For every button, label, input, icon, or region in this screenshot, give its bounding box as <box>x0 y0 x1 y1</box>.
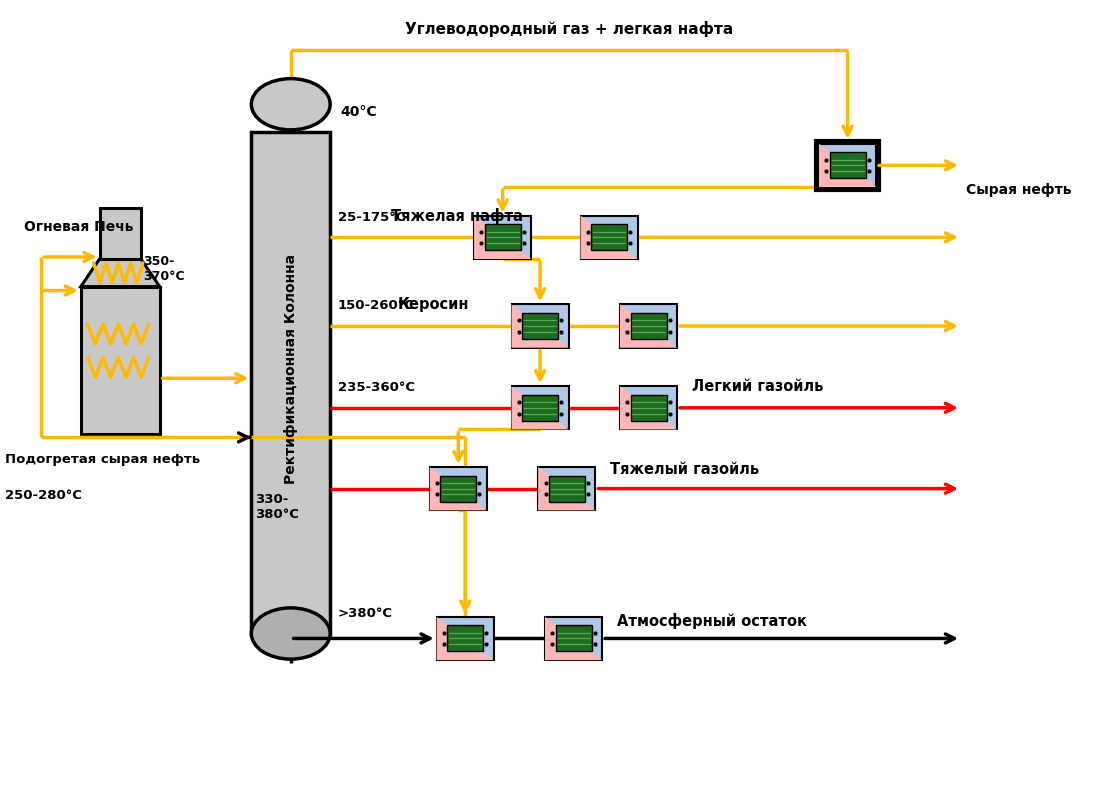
Bar <box>81 287 160 434</box>
Polygon shape <box>538 467 596 510</box>
Bar <box>591 224 627 250</box>
Text: Огневая Печь: Огневая Печь <box>24 220 133 234</box>
Polygon shape <box>819 144 877 187</box>
Text: 250-280°C: 250-280°C <box>5 489 82 502</box>
Polygon shape <box>620 304 677 348</box>
Text: Керосин: Керосин <box>397 297 469 312</box>
Text: Атмосферный остаток: Атмосферный остаток <box>616 612 807 629</box>
Text: Ректификационная Колонна: Ректификационная Колонна <box>284 254 297 484</box>
Text: 25-175°C: 25-175°C <box>338 211 406 224</box>
Bar <box>620 304 677 348</box>
Text: 150-260°C: 150-260°C <box>338 299 415 312</box>
Bar <box>545 617 602 660</box>
Bar <box>549 476 585 502</box>
Polygon shape <box>580 216 637 259</box>
Text: Подогретая сырая нефть: Подогретая сырая нефть <box>5 453 200 466</box>
Text: 235-360°C: 235-360°C <box>338 381 415 394</box>
Bar <box>430 467 486 510</box>
Bar <box>538 467 596 510</box>
Polygon shape <box>512 304 568 348</box>
Polygon shape <box>620 386 677 430</box>
Bar <box>522 395 559 421</box>
Bar <box>512 386 568 430</box>
Text: Углеводородный газ + легкая нафта: Углеводородный газ + легкая нафта <box>406 21 733 37</box>
Text: >380°C: >380°C <box>338 607 393 620</box>
Bar <box>474 216 531 259</box>
Bar <box>620 386 677 430</box>
Bar <box>447 626 483 652</box>
Bar <box>522 313 559 339</box>
Text: Тяжелая нафта: Тяжелая нафта <box>391 208 524 224</box>
Bar <box>251 132 330 634</box>
Text: 350-
370°C: 350- 370°C <box>143 255 185 283</box>
Bar <box>816 141 879 190</box>
Text: 40°C: 40°C <box>340 105 377 119</box>
Bar <box>99 208 141 259</box>
Ellipse shape <box>251 608 330 659</box>
Bar <box>631 313 667 339</box>
Polygon shape <box>430 467 486 510</box>
Bar <box>819 144 877 187</box>
Text: Тяжелый газойль: Тяжелый газойль <box>610 462 760 477</box>
Text: 330-
380°C: 330- 380°C <box>256 493 299 521</box>
Bar <box>631 395 667 421</box>
Bar <box>440 476 477 502</box>
Polygon shape <box>474 216 531 259</box>
Polygon shape <box>436 617 494 660</box>
Ellipse shape <box>251 79 330 130</box>
Bar <box>436 617 494 660</box>
Bar <box>580 216 637 259</box>
Polygon shape <box>512 386 568 430</box>
Polygon shape <box>81 259 160 287</box>
Bar <box>555 626 591 652</box>
Text: Легкий газойль: Легкий газойль <box>692 379 823 394</box>
Bar <box>512 304 568 348</box>
Text: Сырая нефть: Сырая нефть <box>966 183 1071 197</box>
Polygon shape <box>545 617 602 660</box>
Bar <box>484 224 520 250</box>
Bar <box>830 152 866 179</box>
